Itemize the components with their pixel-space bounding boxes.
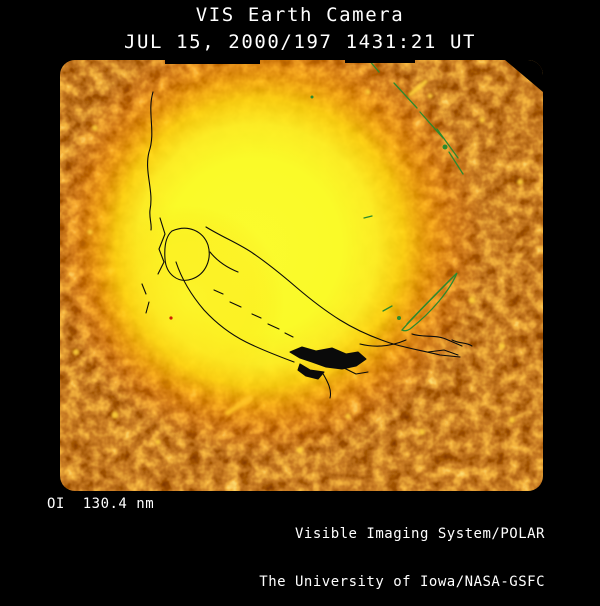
credit-institution-line: The University of Iowa/NASA-GSFC (259, 574, 545, 590)
red-marker-dot (169, 316, 173, 320)
wavelength-filter-label: OI 130.4 nm (47, 496, 155, 512)
vis-earth-camera-page: { "header": { "title": "VIS Earth Camera… (47, 4, 545, 590)
credit-instrument-line: Visible Imaging System/POLAR (294, 526, 545, 542)
image-title: VIS Earth Camera (195, 4, 405, 26)
dayglow-secondary-glow (95, 205, 285, 395)
earth-uv-camera-image (60, 60, 543, 491)
frame-edge-artifacts (165, 60, 543, 92)
image-datetime: JUL 15, 2000/197 1431:21 UT (123, 31, 477, 53)
credits-block: Visible Imaging System/POLAR The Univers… (259, 494, 545, 606)
continent-outlines (141, 91, 473, 399)
bright-speckles (73, 79, 523, 453)
